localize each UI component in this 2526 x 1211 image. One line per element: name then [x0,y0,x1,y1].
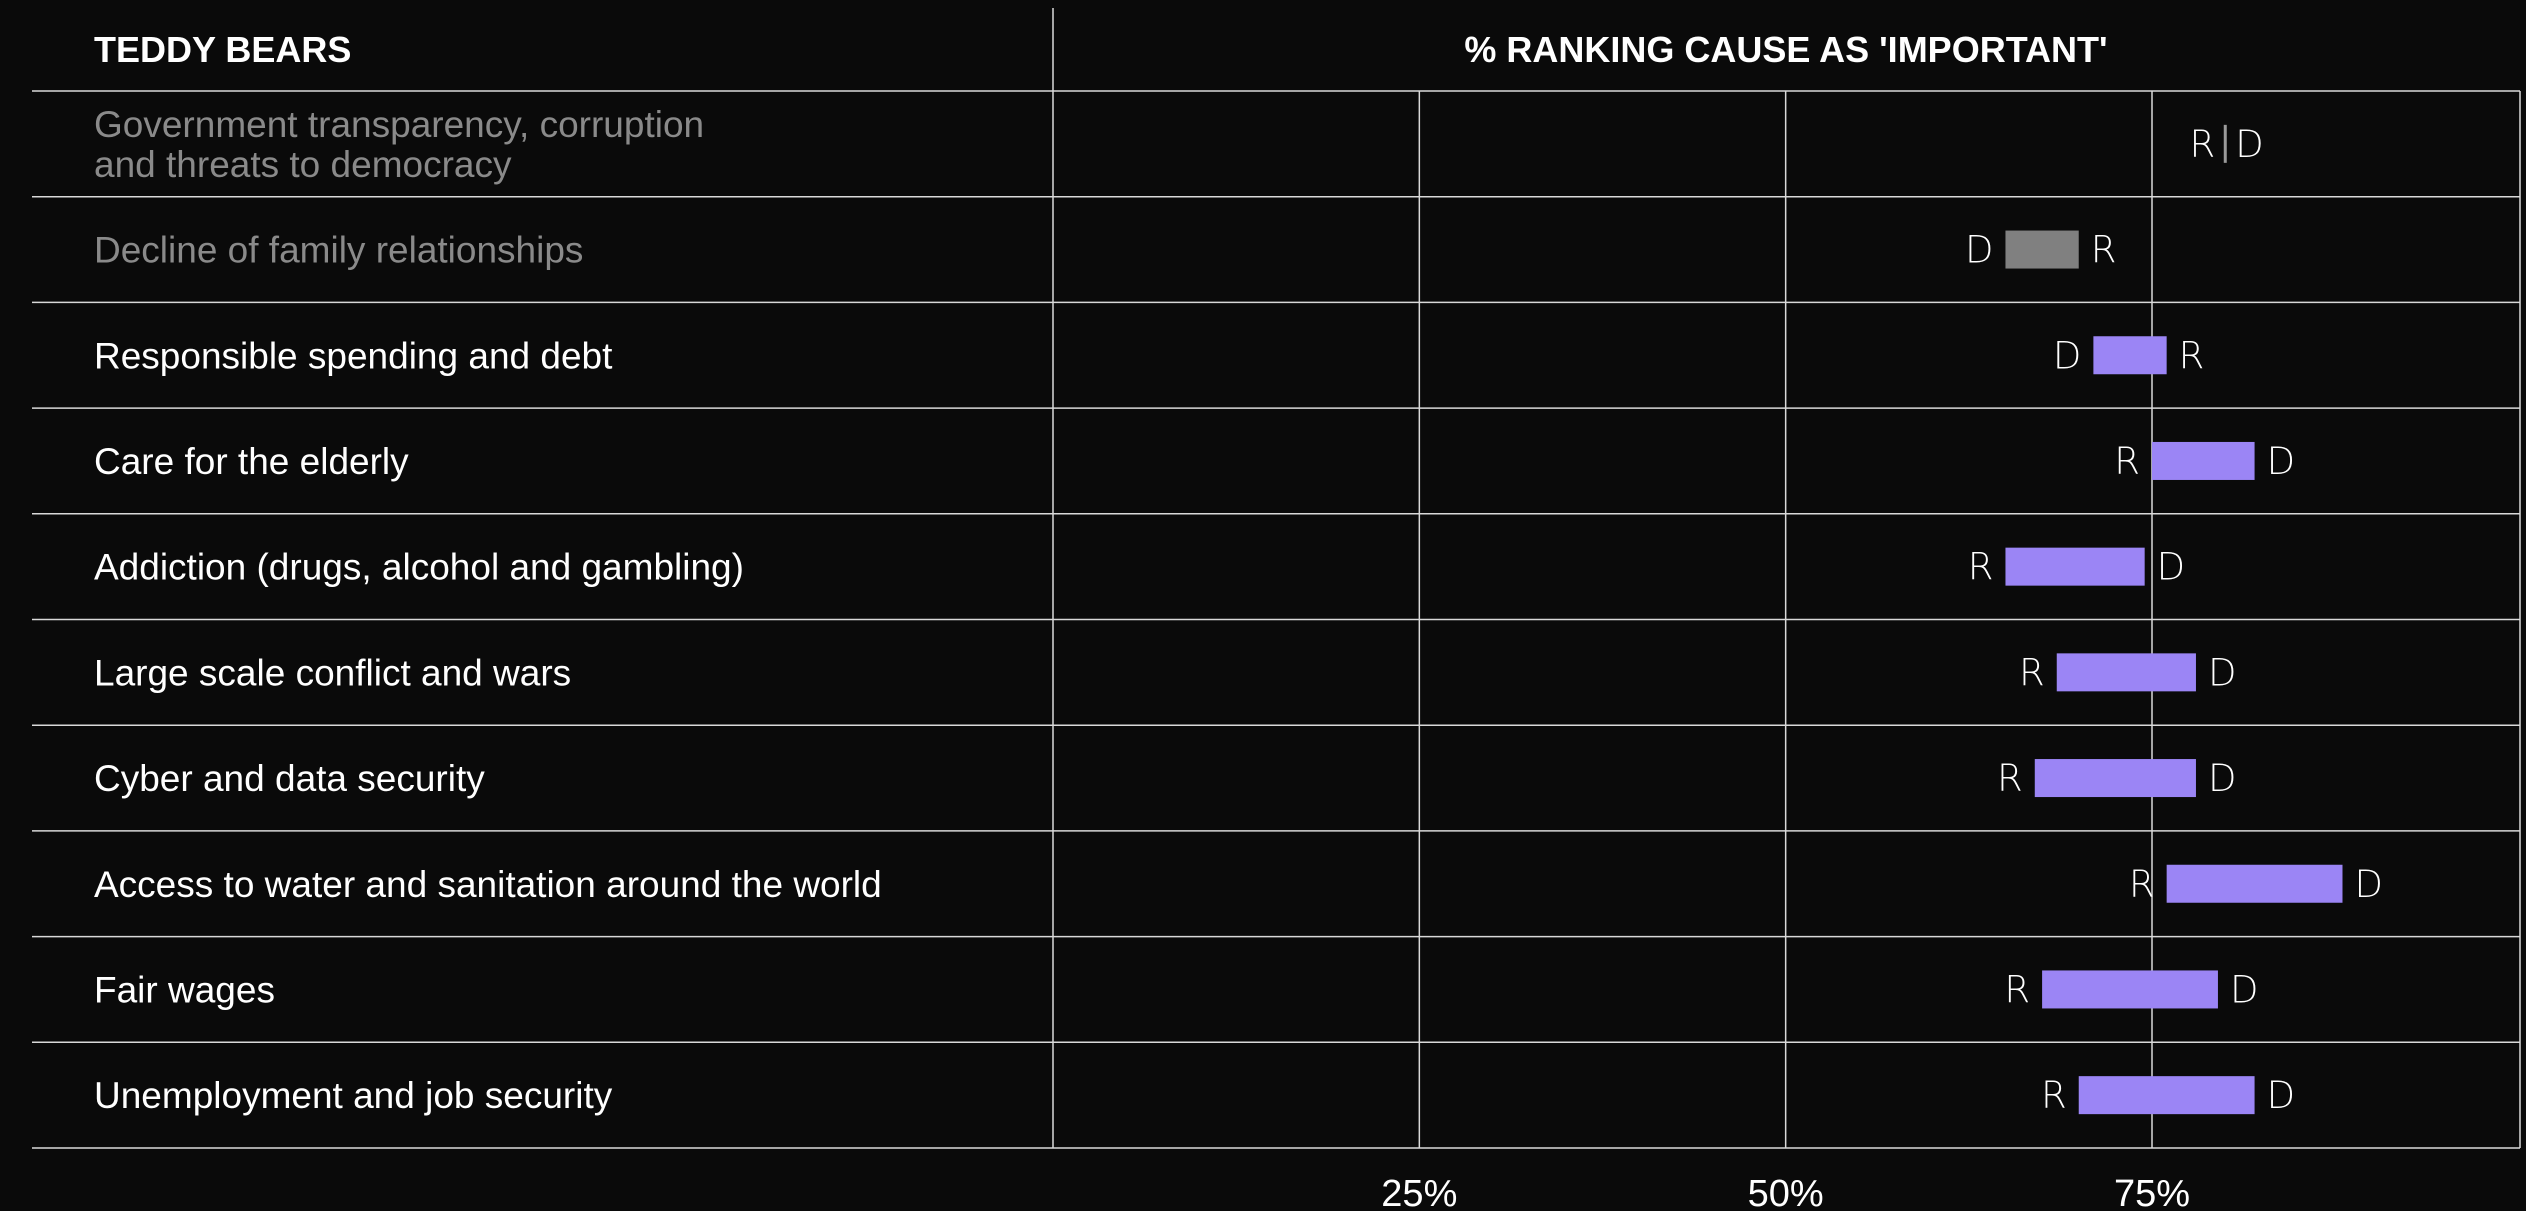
label-left-end: R [1997,757,2023,800]
header-left: TEDDY BEARS [94,29,351,70]
label-right-end: D [2208,757,2237,800]
row-label: Decline of family relationships [94,230,583,271]
row-0: Government transparency, corruption and t… [94,104,2264,185]
range-bar [2056,653,2196,692]
row-label: Care for the elderly [94,441,409,482]
row-label-line: Government transparency, corruption [94,104,704,145]
range-bar [2042,970,2218,1009]
tick-label-50: 50% [1748,1173,1824,1211]
range-bar [2166,864,2343,903]
row-label-line: and threats to democracy [94,144,512,185]
row-label: Cyber and data security [94,758,485,799]
row-label: Unemployment and job security [94,1075,613,1116]
row-3: Care for the elderly R D [94,440,2295,483]
row-2: Responsible spending and debt D R [94,334,2204,377]
row-label: Large scale conflict and wars [94,652,571,693]
row-label: Access to water and sanitation around th… [94,864,882,905]
row-label: Fair wages [94,969,275,1010]
row-label: Government transparency, corruption and t… [94,104,704,185]
tick-label-25: 25% [1381,1173,1457,1211]
row-4: Addiction (drugs, alcohol and gambling) R… [94,546,2185,589]
range-bar [2005,547,2145,586]
row-label: Responsible spending and debt [94,335,613,376]
range-bar [2152,441,2255,480]
tick-label-75: 75% [2114,1173,2190,1211]
row-9: Unemployment and job security R D [94,1074,2295,1117]
label-left-end: R [2114,440,2140,483]
grid-lines [32,8,2521,1149]
rows: Government transparency, corruption and t… [94,104,2383,1117]
row-label: Addiction (drugs, alcohol and gambling) [94,547,744,588]
chart-title: % RANKING CAUSE AS 'IMPORTANT' [1464,29,2107,70]
label-right-end: R [2179,334,2205,377]
label-left-end: R [2019,651,2045,694]
range-bar [2093,336,2167,375]
row-7: Access to water and sanitation around th… [94,863,2383,906]
label-D: D [2235,123,2264,166]
label-right-end: D [2208,651,2237,694]
label-left-end: R [2129,863,2155,906]
label-left-end: D [2053,334,2082,377]
label-right-end: D [2230,968,2259,1011]
label-right-end: D [2267,1074,2296,1117]
label-left-end: R [2041,1074,2067,1117]
row-6: Cyber and data security R D [94,757,2236,800]
range-bar [2034,759,2196,798]
label-right-end: D [2267,440,2296,483]
row-8: Fair wages R D [94,968,2258,1011]
row-5: Large scale conflict and wars R D [94,651,2236,694]
range-bar [2005,230,2079,269]
label-right-end: R [2091,229,2117,272]
label-right-end: D [2354,863,2383,906]
label-left-end: R [2004,968,2030,1011]
x-axis-ticks: 25% 50% 75% [1381,1173,2190,1211]
range-bar [2078,1076,2255,1115]
label-left-end: D [1965,229,1994,272]
row-1: Decline of family relationships D R [94,229,2116,272]
label-R: R [2190,123,2216,166]
label-right-end: D [2157,546,2186,589]
label-left-end: R [1968,546,1994,589]
